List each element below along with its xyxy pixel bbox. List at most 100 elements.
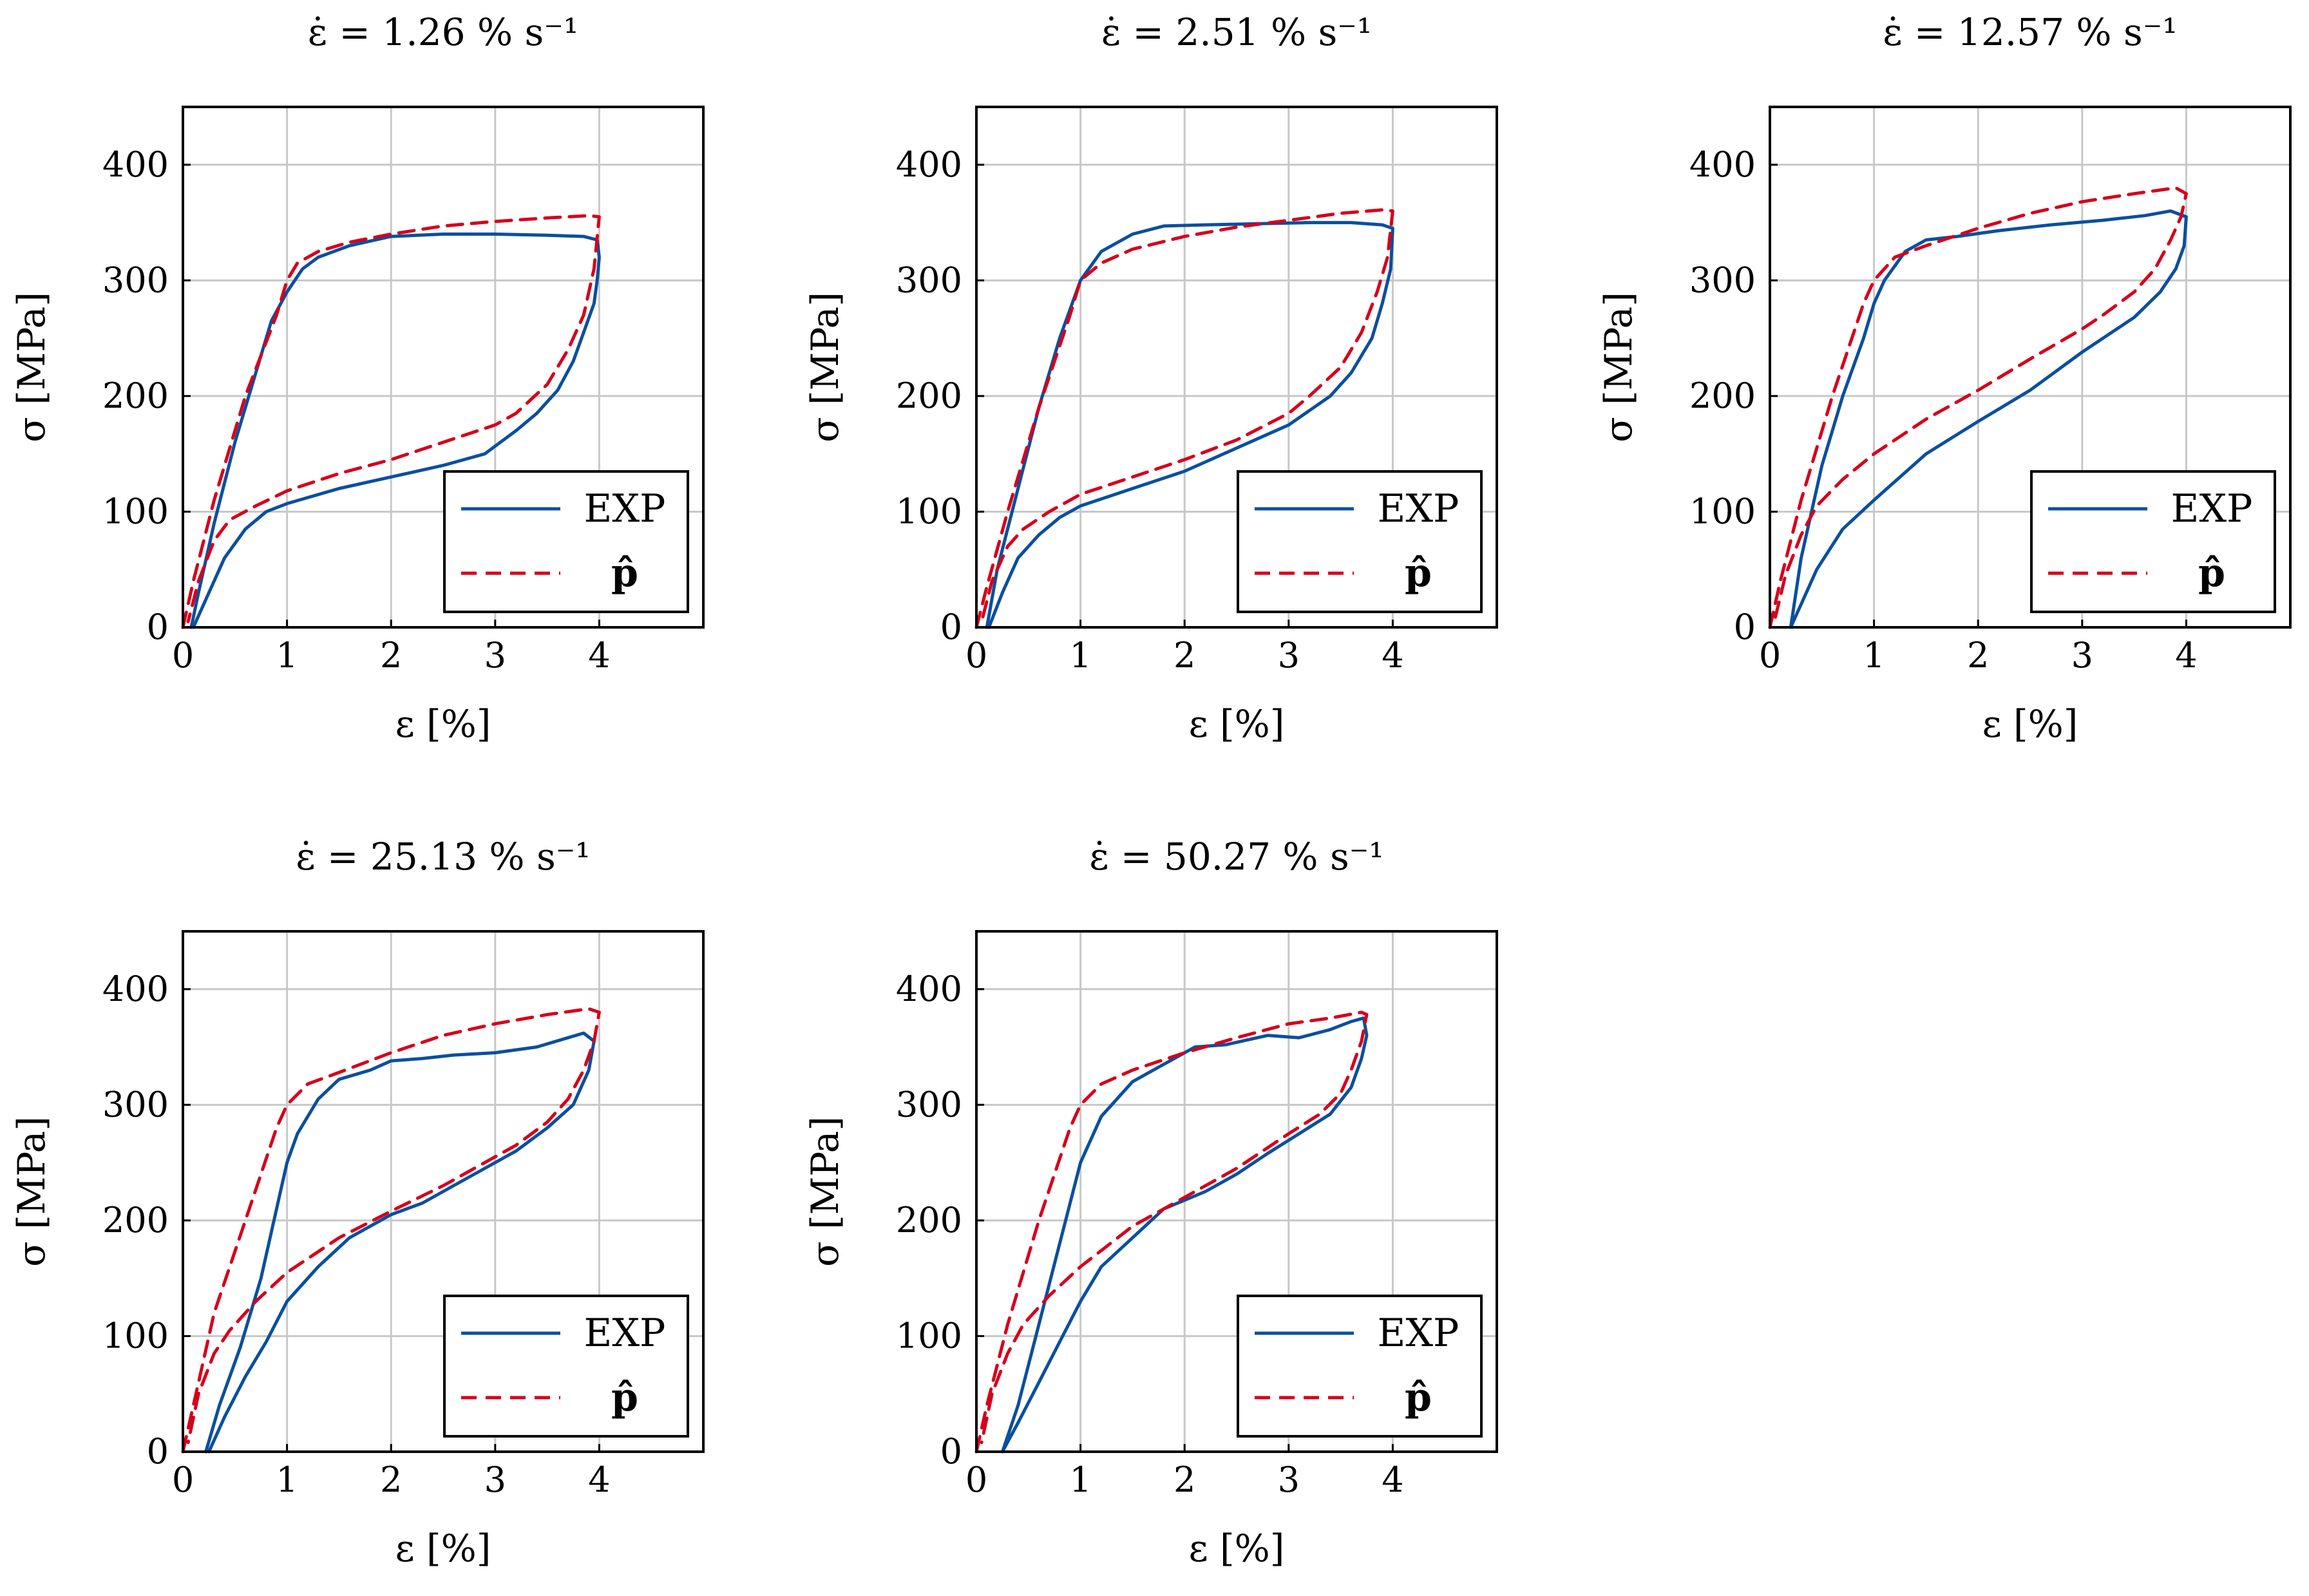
series-line-exp bbox=[1789, 209, 2188, 629]
legend-box bbox=[1237, 1295, 1483, 1438]
y-tick-label: 0 bbox=[940, 1431, 962, 1472]
series-line-model bbox=[181, 1007, 601, 1454]
legend-label: EXP bbox=[584, 1311, 666, 1356]
x-tick-label: 3 bbox=[484, 1459, 506, 1500]
y-tick-label: 0 bbox=[1734, 607, 1756, 647]
legend: EXP p̂ bbox=[443, 1295, 689, 1438]
chart-title: ε̇ = 2.51 % s⁻¹ bbox=[1101, 10, 1372, 54]
y-tick-label: 300 bbox=[102, 260, 169, 300]
series-line-model bbox=[974, 208, 1394, 629]
chart-panel-3: 0 1 2 3 4 0 100 200 300 400 ε̇ = 12.57 % s⁻¹ ε [%] σ… bbox=[1597, 10, 2292, 746]
x-tick-label: 1 bbox=[1069, 635, 1091, 676]
y-axis-label: σ [MPa] bbox=[10, 292, 53, 442]
x-tick-label: 0 bbox=[172, 1459, 194, 1500]
legend-label: EXP bbox=[2171, 486, 2253, 531]
legend-label: p̂ bbox=[1405, 551, 1432, 596]
y-tick-label: 400 bbox=[1689, 144, 1756, 185]
y-tick-label: 200 bbox=[102, 375, 169, 416]
x-axis-label: ε [%] bbox=[1982, 702, 2078, 746]
axes-frame bbox=[1769, 106, 2292, 629]
y-tick-label: 100 bbox=[896, 1315, 962, 1356]
chart-panel-1: 0 1 2 3 4 0 100 200 300 400 ε̇ = 1.26 % s⁻¹ ε [%] σ … bbox=[10, 10, 705, 746]
y-tick-label: 0 bbox=[147, 607, 169, 647]
chart-panel-2: 0 1 2 3 4 0 100 200 300 400 ε̇ = 2.51 % s⁻¹ ε [%] σ … bbox=[803, 10, 1498, 746]
series-line-exp bbox=[189, 233, 601, 629]
axes-frame bbox=[975, 106, 1498, 629]
x-tick-label: 4 bbox=[1382, 635, 1403, 676]
y-axis-label: σ [MPa] bbox=[803, 1116, 847, 1267]
x-axis-label: ε [%] bbox=[395, 1526, 491, 1570]
y-tick-label: 400 bbox=[102, 144, 169, 185]
y-tick-label: 100 bbox=[102, 1315, 169, 1356]
y-tick-label: 100 bbox=[896, 491, 962, 531]
y-tick-label: 0 bbox=[147, 1431, 169, 1472]
y-tick-label: 300 bbox=[1689, 260, 1756, 300]
legend-box bbox=[443, 1295, 689, 1438]
x-tick-label: 4 bbox=[2175, 635, 2197, 676]
legend-box bbox=[1237, 470, 1483, 613]
legend: EXP p̂ bbox=[2030, 470, 2276, 613]
x-tick-label: 3 bbox=[1278, 635, 1300, 676]
y-tick-label: 300 bbox=[896, 260, 962, 300]
legend-label: EXP bbox=[1378, 486, 1459, 531]
x-tick-label: 0 bbox=[1759, 635, 1781, 676]
x-tick-label: 4 bbox=[588, 635, 610, 676]
x-axis-label: ε [%] bbox=[1189, 1526, 1285, 1570]
series-line-exp bbox=[204, 1031, 596, 1454]
x-tick-label: 4 bbox=[1382, 1459, 1403, 1500]
legend-label: EXP bbox=[584, 486, 666, 531]
legend-label: p̂ bbox=[611, 551, 638, 596]
chart-title: ε̇ = 12.57 % s⁻¹ bbox=[1883, 10, 2177, 54]
x-tick-label: 2 bbox=[1967, 635, 1989, 676]
y-tick-label: 200 bbox=[102, 1200, 169, 1240]
legend-box bbox=[2030, 470, 2276, 613]
chart-title: ε̇ = 50.27 % s⁻¹ bbox=[1089, 835, 1383, 879]
chart-panel-5: 0 1 2 3 4 0 100 200 300 400 ε̇ = 50.27 % s⁻¹ ε [%] σ… bbox=[803, 835, 1498, 1570]
legend: EXP p̂ bbox=[1237, 1295, 1483, 1438]
y-tick-label: 400 bbox=[896, 969, 962, 1009]
axes-frame bbox=[975, 930, 1498, 1453]
x-tick-label: 3 bbox=[2071, 635, 2093, 676]
legend-label: p̂ bbox=[2198, 551, 2225, 596]
y-tick-label: 400 bbox=[102, 969, 169, 1009]
y-tick-label: 100 bbox=[1689, 491, 1756, 531]
legend-label: EXP bbox=[1378, 1311, 1459, 1356]
x-tick-label: 3 bbox=[484, 635, 506, 676]
series-line-model bbox=[1768, 186, 2188, 629]
legend-label: p̂ bbox=[611, 1375, 638, 1420]
x-tick-label: 1 bbox=[1863, 635, 1885, 676]
y-tick-label: 0 bbox=[940, 607, 962, 647]
legend: EXP p̂ bbox=[443, 470, 689, 613]
series-line-exp bbox=[1000, 1016, 1369, 1454]
y-tick-label: 200 bbox=[1689, 375, 1756, 416]
y-axis-label: σ [MPa] bbox=[803, 292, 847, 442]
x-tick-label: 4 bbox=[588, 1459, 610, 1500]
x-tick-label: 3 bbox=[1278, 1459, 1300, 1500]
y-tick-label: 300 bbox=[896, 1084, 962, 1125]
x-tick-label: 0 bbox=[965, 635, 987, 676]
chart-title: ε̇ = 25.13 % s⁻¹ bbox=[296, 835, 590, 879]
x-tick-label: 1 bbox=[1069, 1459, 1091, 1500]
x-axis-label: ε [%] bbox=[1189, 702, 1285, 746]
chart-panel-4: 0 1 2 3 4 0 100 200 300 400 ε̇ = 25.13 % s⁻¹ ε [%] σ… bbox=[10, 835, 705, 1570]
x-tick-label: 2 bbox=[380, 635, 402, 676]
x-tick-label: 0 bbox=[965, 1459, 987, 1500]
y-tick-label: 400 bbox=[896, 144, 962, 185]
axes-frame bbox=[182, 106, 705, 629]
x-tick-label: 1 bbox=[276, 635, 298, 676]
legend: EXP p̂ bbox=[1237, 470, 1483, 613]
y-tick-label: 200 bbox=[896, 375, 962, 416]
series-line-model bbox=[181, 214, 601, 629]
chart-title: ε̇ = 1.26 % s⁻¹ bbox=[308, 10, 578, 54]
legend-label: p̂ bbox=[1405, 1375, 1432, 1420]
y-axis-label: σ [MPa] bbox=[10, 1116, 53, 1267]
x-tick-label: 2 bbox=[1174, 635, 1195, 676]
legend-box bbox=[443, 470, 689, 613]
x-tick-label: 0 bbox=[172, 635, 194, 676]
x-tick-label: 2 bbox=[1174, 1459, 1195, 1500]
x-tick-label: 2 bbox=[380, 1459, 402, 1500]
y-tick-label: 100 bbox=[102, 491, 169, 531]
x-axis-label: ε [%] bbox=[395, 702, 491, 746]
y-tick-label: 200 bbox=[896, 1200, 962, 1240]
